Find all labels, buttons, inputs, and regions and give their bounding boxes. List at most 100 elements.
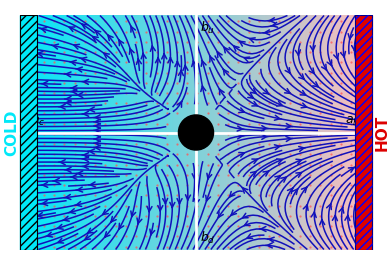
FancyArrowPatch shape <box>239 108 245 113</box>
Bar <box>118 15 119 250</box>
Bar <box>220 15 221 250</box>
Bar <box>327 15 328 250</box>
Bar <box>139 15 140 250</box>
Bar <box>134 15 136 250</box>
Bar <box>26 15 27 250</box>
FancyArrowPatch shape <box>82 157 89 162</box>
Bar <box>120 15 122 250</box>
FancyArrowPatch shape <box>41 81 48 86</box>
FancyArrowPatch shape <box>229 192 235 197</box>
FancyArrowPatch shape <box>76 171 83 176</box>
FancyArrowPatch shape <box>201 86 206 91</box>
Bar <box>322 15 323 250</box>
Bar <box>137 15 138 250</box>
Bar <box>57 15 58 250</box>
Bar <box>39 15 40 250</box>
FancyArrowPatch shape <box>62 217 69 221</box>
FancyArrowPatch shape <box>277 101 282 106</box>
Bar <box>340 15 341 250</box>
FancyArrowPatch shape <box>299 74 304 80</box>
Bar <box>272 15 273 250</box>
Bar <box>325 15 326 250</box>
FancyArrowPatch shape <box>263 89 269 94</box>
FancyArrowPatch shape <box>250 171 256 176</box>
Bar <box>114 15 116 250</box>
FancyArrowPatch shape <box>82 24 88 29</box>
Bar <box>186 15 187 250</box>
Bar <box>298 15 299 250</box>
Bar <box>170 15 171 250</box>
FancyArrowPatch shape <box>352 45 357 51</box>
Bar <box>320 15 321 250</box>
Bar <box>347 15 348 250</box>
Bar <box>334 15 335 250</box>
Bar <box>94 15 96 250</box>
Bar <box>63 15 64 250</box>
Bar <box>138 15 139 250</box>
Bar <box>20 15 37 250</box>
FancyArrowPatch shape <box>277 159 282 164</box>
Bar <box>25 15 26 250</box>
Bar <box>147 15 149 250</box>
Bar <box>354 15 355 250</box>
Bar <box>355 15 372 250</box>
Bar <box>243 15 245 250</box>
Bar <box>330 15 332 250</box>
Bar <box>142 15 143 250</box>
Bar <box>22 15 23 250</box>
Bar <box>332 15 333 250</box>
Bar <box>356 15 358 250</box>
FancyArrowPatch shape <box>53 178 60 183</box>
FancyArrowPatch shape <box>95 30 101 36</box>
Bar <box>67 15 69 250</box>
Text: COLD: COLD <box>4 109 19 156</box>
FancyArrowPatch shape <box>82 111 89 116</box>
FancyArrowPatch shape <box>87 228 93 233</box>
FancyArrowPatch shape <box>59 104 65 109</box>
Bar <box>295 15 296 250</box>
FancyArrowPatch shape <box>281 177 287 182</box>
FancyArrowPatch shape <box>58 238 64 243</box>
Text: $b_u$: $b_u$ <box>200 20 215 36</box>
Bar <box>123 15 124 250</box>
Bar <box>92 15 93 250</box>
Bar <box>366 15 367 250</box>
FancyArrowPatch shape <box>76 67 82 72</box>
FancyArrowPatch shape <box>327 60 332 66</box>
FancyArrowPatch shape <box>234 46 239 51</box>
Bar <box>221 15 222 250</box>
Bar <box>113 15 114 250</box>
FancyArrowPatch shape <box>136 59 142 64</box>
Bar <box>226 15 227 250</box>
FancyArrowPatch shape <box>292 189 298 195</box>
Bar <box>46 15 47 250</box>
Bar <box>223 15 225 250</box>
FancyArrowPatch shape <box>358 219 362 224</box>
FancyArrowPatch shape <box>94 141 100 146</box>
Bar <box>87 15 89 250</box>
FancyArrowPatch shape <box>137 218 142 224</box>
Bar <box>71 15 72 250</box>
Bar <box>56 15 57 250</box>
FancyArrowPatch shape <box>309 68 314 74</box>
Bar <box>165 15 166 250</box>
FancyArrowPatch shape <box>194 199 200 204</box>
Bar <box>249 15 250 250</box>
Bar <box>240 15 241 250</box>
Bar <box>259 15 260 250</box>
Bar <box>265 15 266 250</box>
FancyArrowPatch shape <box>266 243 272 248</box>
Bar <box>107 15 109 250</box>
Bar <box>219 15 220 250</box>
Bar <box>368 15 369 250</box>
FancyArrowPatch shape <box>248 93 254 98</box>
FancyArrowPatch shape <box>93 37 98 42</box>
Bar <box>47 15 49 250</box>
Bar <box>315 15 316 250</box>
Bar <box>211 15 212 250</box>
Bar <box>152 15 153 250</box>
Bar <box>45 15 46 250</box>
FancyArrowPatch shape <box>170 202 175 208</box>
FancyArrowPatch shape <box>261 126 268 131</box>
Bar <box>225 15 226 250</box>
